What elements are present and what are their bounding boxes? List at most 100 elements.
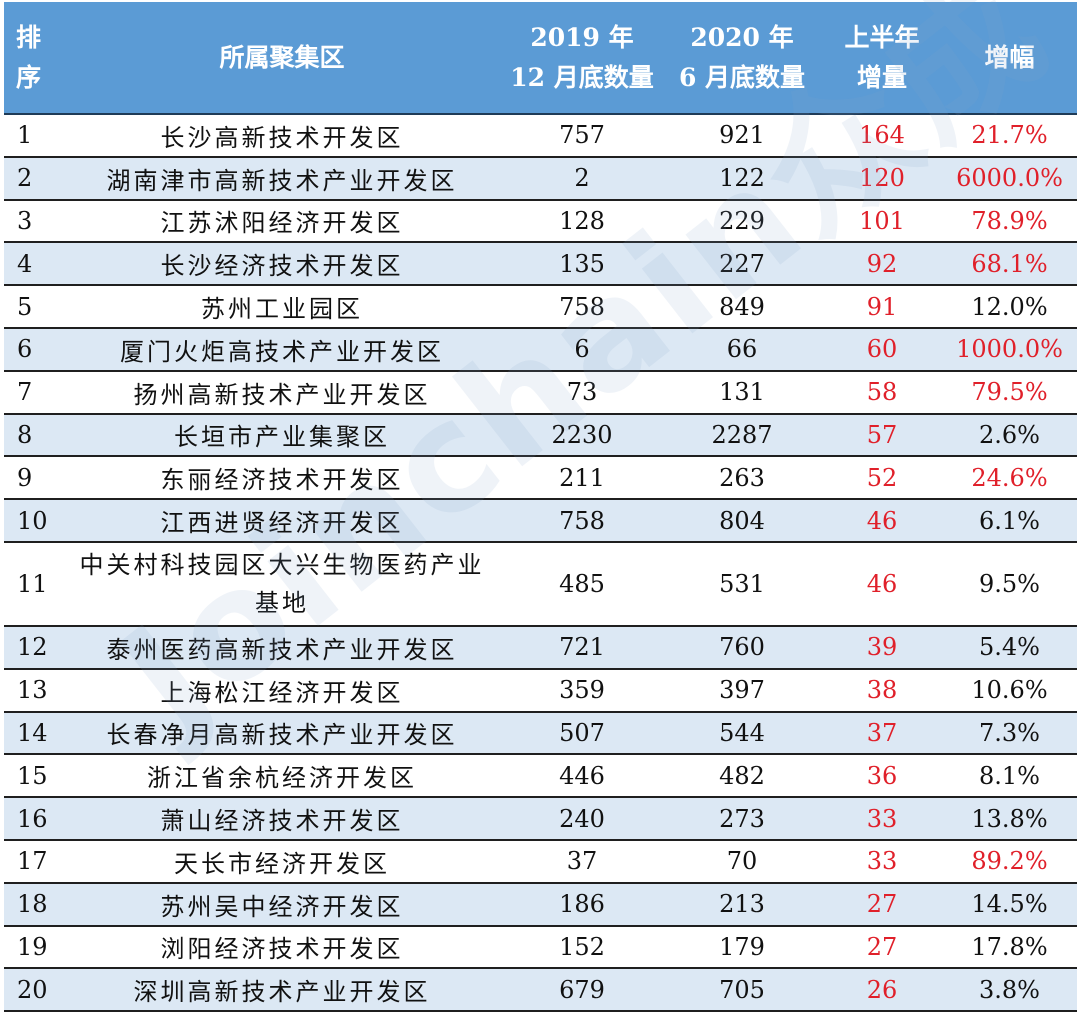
zone-cell: 江苏沭阳经济开发区: [62, 199, 502, 244]
table-row: 2 湖南津市高新技术产业开发区 2 122 120 6000.0%: [4, 156, 1077, 201]
table-row: 16 萧山经济技术开发区 240 273 33 13.8%: [4, 797, 1077, 841]
count-2019-column-header: 2019 年 12 月底数量: [502, 2, 662, 115]
rank-cell: 9: [4, 456, 62, 501]
increment-cell: 91: [822, 285, 942, 329]
zone-cell: 长沙经济技术开发区: [62, 242, 502, 287]
rank-cell: 15: [4, 754, 62, 799]
rank-cell: 17: [4, 839, 62, 884]
count-2020-cell: 705: [662, 968, 822, 1013]
zone-cell: 苏州工业园区: [62, 285, 502, 329]
rank-cell: 7: [4, 370, 62, 415]
growth-cell: 14.5%: [942, 882, 1077, 927]
rank-cell: 10: [4, 499, 62, 543]
count-2019-cell: 240: [502, 797, 662, 841]
zone-cell: 浙江省余杭经济开发区: [62, 754, 502, 799]
count-2019-cell: 6: [502, 327, 662, 372]
count-2020-cell: 227: [662, 242, 822, 287]
table-row: 8 长垣市产业集聚区 2230 2287 57 2.6%: [4, 413, 1077, 458]
zone-cell: 长垣市产业集聚区: [62, 413, 502, 458]
zone-cell: 上海松江经济开发区: [62, 668, 502, 713]
table-row: 6 厦门火炬高技术产业开发区 6 66 60 1000.0%: [4, 327, 1077, 372]
count-2020-header-line-1: 2020 年: [690, 22, 794, 52]
increment-cell: 164: [822, 114, 942, 158]
count-2019-cell: 485: [502, 541, 662, 627]
growth-cell: 6.1%: [942, 499, 1077, 543]
table-row: 9 东丽经济技术开发区 211 263 52 24.6%: [4, 456, 1077, 501]
zone-cell: 深圳高新技术产业开发区: [62, 968, 502, 1013]
zone-cell: 浏阳经济技术开发区: [62, 925, 502, 970]
increment-cell: 60: [822, 327, 942, 372]
table-row: 7 扬州高新技术产业开发区 73 131 58 79.5%: [4, 370, 1077, 415]
count-2019-header-line-2: 12 月底数量: [510, 62, 654, 92]
growth-cell: 12.0%: [942, 285, 1077, 329]
count-2020-cell: 66: [662, 327, 822, 372]
zone-cell: 长春净月高新技术产业开发区: [62, 711, 502, 756]
increment-cell: 92: [822, 242, 942, 287]
increment-column-header: 上半年 增量: [822, 2, 942, 115]
zone-cell: 苏州吴中经济开发区: [62, 882, 502, 927]
count-2019-cell: 359: [502, 668, 662, 713]
rank-cell: 8: [4, 413, 62, 458]
zone-cell: 江西进贤经济开发区: [62, 499, 502, 543]
growth-cell: 2.6%: [942, 413, 1077, 458]
count-2020-cell: 273: [662, 797, 822, 841]
rank-cell: 2: [4, 156, 62, 201]
zone-cell: 中关村科技园区大兴生物医药产业基地: [62, 541, 502, 627]
rank-header-line-2: 序: [16, 62, 42, 92]
rank-cell: 6: [4, 327, 62, 372]
count-2020-header-line-2: 6 月底数量: [678, 62, 806, 92]
table-row: 20 深圳高新技术产业开发区 679 705 26 3.8%: [4, 968, 1077, 1013]
increment-cell: 58: [822, 370, 942, 415]
increment-cell: 52: [822, 456, 942, 501]
count-2019-cell: 2230: [502, 413, 662, 458]
zone-cell: 萧山经济技术开发区: [62, 797, 502, 841]
zone-cell: 东丽经济技术开发区: [62, 456, 502, 501]
count-2019-header-line-1: 2019 年: [530, 22, 634, 52]
table-body: 1 长沙高新技术开发区 757 921 164 21.7% 2 湖南津市高新技术产业开发区 2 1…: [4, 114, 1077, 1013]
increment-cell: 26: [822, 968, 942, 1013]
increment-cell: 57: [822, 413, 942, 458]
increment-cell: 101: [822, 199, 942, 244]
growth-cell: 68.1%: [942, 242, 1077, 287]
growth-cell: 24.6%: [942, 456, 1077, 501]
growth-column-header: 增幅: [942, 2, 1077, 115]
zone-cell: 湖南津市高新技术产业开发区: [62, 156, 502, 201]
rank-cell: 12: [4, 625, 62, 670]
zone-cell: 长沙高新技术开发区: [62, 114, 502, 158]
count-2020-cell: 482: [662, 754, 822, 799]
table-row: 11 中关村科技园区大兴生物医药产业基地 485 531 46 9.5%: [4, 541, 1077, 627]
growth-cell: 3.8%: [942, 968, 1077, 1013]
increment-cell: 36: [822, 754, 942, 799]
header-row: 排 序 所属聚集区 2019 年 12 月底数量 2020 年 6 月底数量 上…: [4, 2, 1077, 115]
table-row: 13 上海松江经济开发区 359 397 38 10.6%: [4, 668, 1077, 713]
growth-cell: 13.8%: [942, 797, 1077, 841]
count-2020-cell: 131: [662, 370, 822, 415]
rank-cell: 1: [4, 114, 62, 158]
increment-cell: 37: [822, 711, 942, 756]
growth-cell: 8.1%: [942, 754, 1077, 799]
growth-cell: 10.6%: [942, 668, 1077, 713]
table-row: 4 长沙经济技术开发区 135 227 92 68.1%: [4, 242, 1077, 287]
table-row: 10 江西进贤经济开发区 758 804 46 6.1%: [4, 499, 1077, 543]
count-2019-cell: 186: [502, 882, 662, 927]
count-2020-cell: 2287: [662, 413, 822, 458]
increment-cell: 39: [822, 625, 942, 670]
rank-cell: 3: [4, 199, 62, 244]
growth-cell: 17.8%: [942, 925, 1077, 970]
increment-cell: 27: [822, 882, 942, 927]
table-header: 排 序 所属聚集区 2019 年 12 月底数量 2020 年 6 月底数量 上…: [4, 2, 1077, 115]
increment-cell: 33: [822, 839, 942, 884]
count-2019-cell: 37: [502, 839, 662, 884]
table-row: 12 泰州医药高新技术产业开发区 721 760 39 5.4%: [4, 625, 1077, 670]
count-2019-cell: 446: [502, 754, 662, 799]
growth-cell: 21.7%: [942, 114, 1077, 158]
rank-column-header: 排 序: [4, 2, 62, 115]
count-2020-cell: 397: [662, 668, 822, 713]
table-row: 1 长沙高新技术开发区 757 921 164 21.7%: [4, 114, 1077, 158]
zone-cell: 扬州高新技术产业开发区: [62, 370, 502, 415]
count-2020-column-header: 2020 年 6 月底数量: [662, 2, 822, 115]
count-2020-cell: 804: [662, 499, 822, 543]
increment-cell: 46: [822, 541, 942, 627]
rank-cell: 13: [4, 668, 62, 713]
table-row: 3 江苏沭阳经济开发区 128 229 101 78.9%: [4, 199, 1077, 244]
